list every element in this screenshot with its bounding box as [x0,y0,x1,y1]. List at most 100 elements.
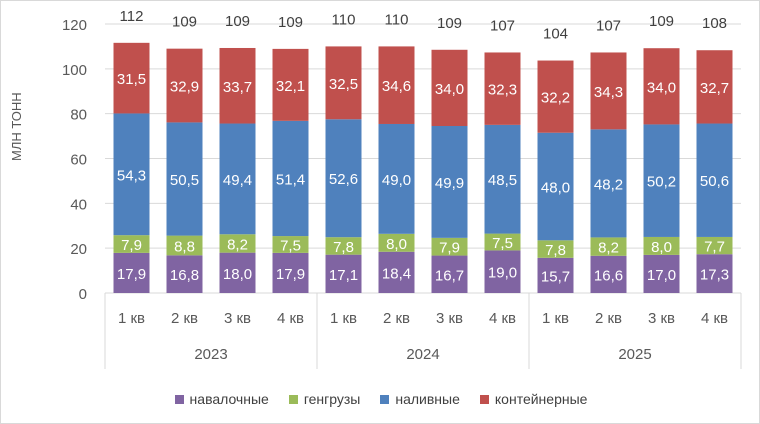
data-label: 17,9 [276,266,305,283]
y-tick-label: 20 [70,241,87,258]
y-tick-label: 100 [62,62,87,79]
data-label: 48,5 [488,172,517,189]
data-label: 32,7 [700,80,729,97]
y-axis-label: МЛН ТОНН [9,92,24,161]
bar-segment [113,235,150,253]
bar-segment [484,250,521,293]
data-label: 18,4 [382,265,411,282]
data-label: 51,4 [276,171,305,188]
y-tick-label: 80 [70,107,87,124]
legend-item: контейнерные [479,391,588,407]
data-label: 54,3 [117,167,146,184]
data-label: 16,8 [170,267,199,284]
data-label: 17,0 [647,267,676,284]
bar-segment [378,123,415,234]
bar-segment [272,48,309,121]
data-label: 8,0 [651,239,672,256]
total-label: 109 [172,14,197,31]
bar-segment [219,123,256,235]
bar-segment [378,233,415,252]
legend-item: наливные [380,391,460,407]
bar-segment [590,255,627,293]
data-label: 18,0 [223,266,252,283]
bar-segment [484,233,521,251]
data-label: 7,7 [704,239,725,256]
bar-segment [431,255,468,293]
data-label: 16,7 [435,267,464,284]
bar-segment [272,252,309,293]
x-tick-label: 4 кв [701,310,728,327]
bar-segment [696,236,733,255]
data-label: 32,3 [488,82,517,99]
bar-segment [378,251,415,293]
total-label: 104 [543,26,568,43]
bar-segment [537,60,574,133]
data-label: 52,6 [329,171,358,188]
bar-segment [537,257,574,293]
bar-segment [537,240,574,258]
bar-segment [537,132,574,241]
data-label: 7,5 [492,235,513,252]
y-tick-label: 0 [79,286,87,303]
group-label: 2023 [194,346,227,363]
bar-segment [325,237,362,255]
bar-segment [696,50,733,124]
data-label: 34,0 [435,81,464,98]
data-label: 7,8 [545,242,566,259]
total-label: 108 [702,15,727,32]
x-tick-label: 1 кв [542,310,569,327]
x-tick-label: 2 кв [171,310,198,327]
legend-label: наливные [395,391,460,407]
legend-label: контейнерные [494,391,588,407]
bar-segment [113,113,150,236]
bar-segment [272,120,309,237]
data-label: 19,0 [488,265,517,282]
bar-segment [696,254,733,293]
x-tick-label: 4 кв [489,310,516,327]
bar-segment [219,47,256,124]
y-tick-label: 40 [70,196,87,213]
data-label: 8,2 [227,236,248,253]
data-label: 8,2 [598,240,619,257]
bar-segment [166,255,203,293]
bar-segment [484,52,521,125]
legend-item: навалочные [174,391,269,407]
legend-swatch [288,394,298,404]
x-tick-label: 3 кв [648,310,675,327]
legend-swatch [479,394,489,404]
data-label: 50,5 [170,172,199,189]
bar-segment [325,119,362,238]
data-label: 32,2 [541,90,570,107]
data-label: 34,6 [382,78,411,95]
data-label: 48,0 [541,180,570,197]
legend-item: генгрузы [288,391,361,407]
bar-segment [325,254,362,293]
bar-segment [643,236,680,255]
bar-segment [219,252,256,293]
bar-segment [643,48,680,125]
data-label: 8,8 [174,238,195,255]
data-label: 32,5 [329,76,358,93]
data-label: 7,9 [439,240,460,257]
total-label: 110 [385,11,409,28]
legend-label: генгрузы [303,391,361,407]
bar-segment [325,46,362,120]
data-label: 7,9 [121,237,142,254]
total-label: 109 [225,13,250,30]
total-label: 107 [490,17,515,34]
legend-swatch [174,394,184,404]
data-label: 8,0 [386,236,407,253]
bar-segment [166,235,203,256]
data-label: 49,0 [382,172,411,189]
total-label: 109 [278,14,303,31]
legend-swatch [380,394,390,404]
data-label: 32,9 [170,79,199,96]
bar-segment [590,52,627,130]
group-label: 2025 [618,346,651,363]
bar-segment [219,234,256,253]
total-label: 109 [437,15,462,32]
total-label: 110 [332,11,356,28]
data-label: 34,0 [647,79,676,96]
